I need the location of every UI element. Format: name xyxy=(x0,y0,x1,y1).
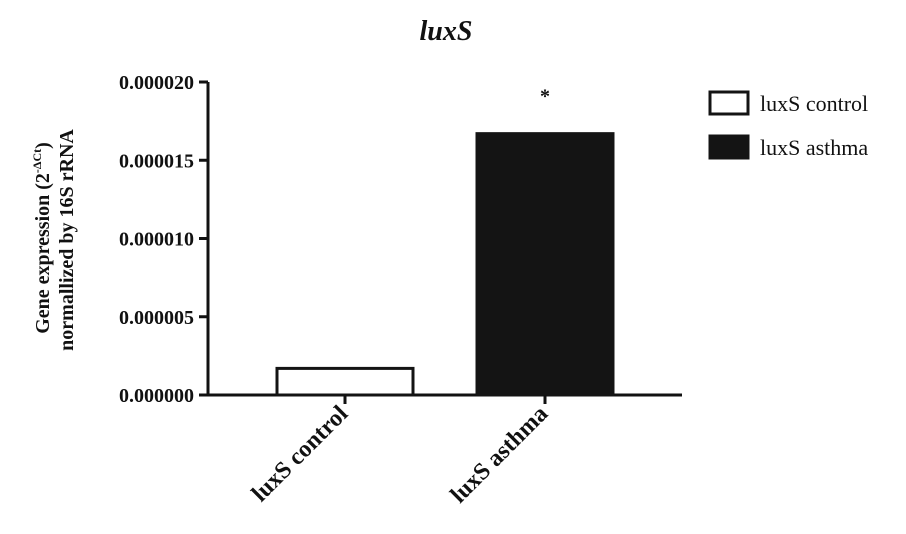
y-axis-label-line1: Gene expression (2-ΔCt) xyxy=(30,142,54,334)
y-tick-label: 0.000010 xyxy=(119,229,194,251)
legend-swatch xyxy=(708,90,750,116)
legend: luxS control luxS asthma xyxy=(708,90,868,160)
y-ticks-group: 0.000000 0.000005 0.000010 0.000015 0.000020 xyxy=(119,72,208,407)
y-axis-label-group: Gene expression (2-ΔCt) normallized by 1… xyxy=(30,129,78,351)
y-tick-label: 0.000020 xyxy=(119,72,194,94)
y-tick-label: 0.000005 xyxy=(119,307,194,329)
significance-marker: * xyxy=(540,86,550,108)
x-tick-label: luxS asthma xyxy=(446,401,554,509)
x-ticks-group: luxS control luxS asthma xyxy=(247,395,553,508)
y-axis-label-prefix: Gene expression (2 xyxy=(32,173,54,334)
x-tick-label: luxS control xyxy=(247,401,353,507)
legend-label: luxS asthma xyxy=(760,135,868,160)
legend-label: luxS control xyxy=(760,91,868,116)
bar-luxs-asthma xyxy=(475,132,615,397)
bars-group xyxy=(275,132,615,397)
y-axis-label-superscript: -ΔCt xyxy=(30,149,44,173)
y-tick-label: 0.000000 xyxy=(119,385,194,407)
chart-title: luxS xyxy=(420,16,473,47)
y-axis-label-suffix: ) xyxy=(32,142,54,149)
bar-luxs-control xyxy=(275,366,415,397)
legend-swatch xyxy=(708,134,750,160)
y-axis-label-line2: normallized by 16S rRNA xyxy=(56,129,78,351)
y-tick-label: 0.000015 xyxy=(119,150,194,172)
annotations-group: * xyxy=(540,86,550,108)
